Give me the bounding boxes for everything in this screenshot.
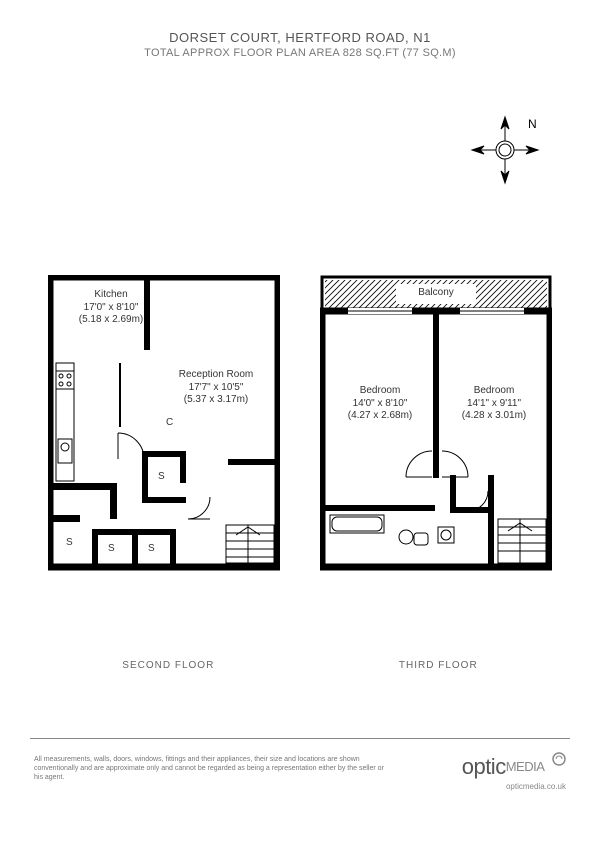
page-subtitle: TOTAL APPROX FLOOR PLAN AREA 828 SQ.FT (…: [0, 47, 600, 59]
logo-text: opticMEDIA: [462, 748, 566, 780]
floor-plans: Kitchen 17'0" x 8'10" (5.18 x 2.69m) Rec…: [0, 275, 600, 595]
balcony-label: Balcony: [394, 287, 478, 300]
page-title: DORSET COURT, HERTFORD ROAD, N1: [0, 30, 600, 45]
s-label-4: S: [148, 543, 155, 554]
logo-url: opticmedia.co.uk: [462, 782, 566, 791]
lens-icon: [552, 750, 566, 768]
compass-icon: N: [470, 115, 540, 185]
bedroom1-label: Bedroom 14'0" x 8'10" (4.27 x 2.68m): [330, 385, 430, 423]
s-label-3: S: [108, 543, 115, 554]
header: DORSET COURT, HERTFORD ROAD, N1 TOTAL AP…: [0, 30, 600, 59]
second-floor-plan: Kitchen 17'0" x 8'10" (5.18 x 2.69m) Rec…: [48, 275, 280, 595]
footer-divider: [30, 738, 570, 739]
s-label-1: S: [158, 471, 165, 482]
disclaimer-text: All measurements, walls, doors, windows,…: [34, 755, 394, 782]
logo: opticMEDIA opticmedia.co.uk: [462, 748, 566, 791]
compass-n-label: N: [528, 117, 537, 131]
floorplan-page: DORSET COURT, HERTFORD ROAD, N1 TOTAL AP…: [0, 0, 600, 849]
third-floor-caption: THIRD FLOOR: [399, 660, 478, 671]
c-label: C: [166, 417, 173, 428]
bedroom2-label: Bedroom 14'1" x 9'11" (4.28 x 3.01m): [442, 385, 546, 423]
third-floor-plan: Balcony Bedroom 14'0" x 8'10" (4.27 x 2.…: [320, 275, 552, 595]
reception-label: Reception Room 17'7" x 10'5" (5.37 x 3.1…: [156, 369, 276, 407]
s-label-2: S: [66, 537, 73, 548]
floor-captions: SECOND FLOOR THIRD FLOOR: [0, 660, 600, 671]
second-floor-caption: SECOND FLOOR: [122, 660, 214, 671]
kitchen-label: Kitchen 17'0" x 8'10" (5.18 x 2.69m): [66, 289, 156, 327]
